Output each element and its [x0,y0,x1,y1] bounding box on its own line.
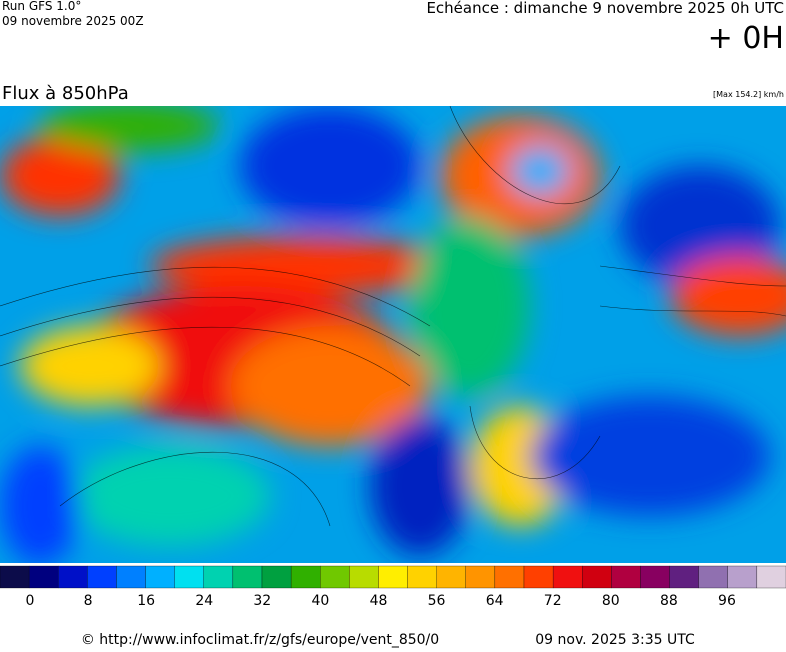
colorbar-swatch [698,565,728,589]
run-label: Run GFS 1.0° [2,0,81,13]
colorbar-tick-label: 56 [428,593,446,609]
colorbar-swatch [552,565,583,589]
colorbar-tick-label: 96 [718,593,736,609]
colorbar-swatch [116,565,146,589]
colorbar-swatch [0,565,30,589]
colorbar-tick-label: 48 [370,593,388,609]
field-title: Flux à 850hPa [2,83,129,104]
colorbar-tick-label: 40 [311,593,329,609]
colorbar-swatch [407,565,437,589]
colorbar-tick-label: 80 [602,593,620,609]
colorbar-tick-label: 88 [660,593,678,609]
lead-time: + 0H [708,21,784,56]
colorbar-swatch [378,565,408,589]
colorbar-tick-label: 0 [26,593,35,609]
colorbar-swatch [582,565,612,589]
colorbar-swatch [232,565,263,589]
source-url: © http://www.infoclimat.fr/z/gfs/europe/… [81,632,439,648]
colorbar-swatch [611,565,641,589]
colorbar-swatch [174,565,204,589]
colorbar-swatch [436,565,466,589]
colorbar-swatch [727,565,758,589]
colorbar-swatch [261,565,292,589]
colorbar-swatch [669,565,699,589]
colorbar-swatch [145,565,175,589]
max-value: [Max 154.2] km/h [713,90,784,99]
colorbar-tick-label: 16 [137,593,155,609]
colorbar-tick-label: 8 [84,593,93,609]
colorbar-swatch [465,565,496,589]
colorbar-swatch [58,565,88,589]
colorbar-tick-label: 72 [544,593,562,609]
colorbar-swatch [290,565,321,589]
colorbar-swatch [203,565,234,589]
colorbar-swatch [523,565,554,589]
colorbar-swatch [756,565,786,589]
colorbar-swatch [494,565,525,589]
colorbar-tick-label: 24 [195,593,213,609]
run-date: 09 novembre 2025 00Z [2,14,144,28]
colorbar-tick-label: 64 [486,593,504,609]
colorbar-swatch [640,565,670,589]
colorbar-tick-label: 32 [253,593,271,609]
valid-time: Echéance : dimanche 9 novembre 2025 0h U… [426,0,784,17]
colorbar-swatch [28,565,59,589]
wind-map [0,106,786,563]
colorbar-swatch [320,565,350,589]
colorbar-swatch [349,565,379,589]
generated-time: 09 nov. 2025 3:35 UTC [535,632,695,648]
colorbar: 0 8 16 24 32 40 48 56 64 72 80 88 96 [0,565,786,609]
colorbar-swatch [87,565,117,589]
